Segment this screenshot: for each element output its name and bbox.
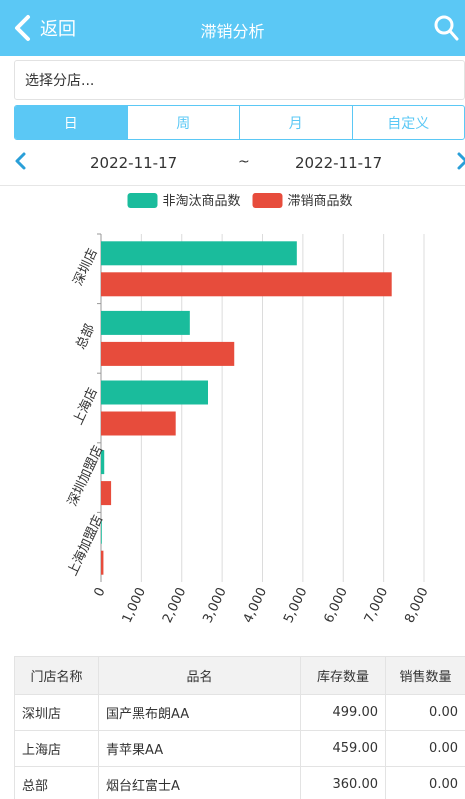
x-tick-label: 3,000 <box>200 585 229 625</box>
x-tick-label: 8,000 <box>402 585 431 625</box>
table-header-row: 门店名称 品名 库存数量 销售数量 <box>14 656 465 695</box>
table-row[interactable]: 上海店 青苹果AA 459.00 0.00 <box>14 730 465 767</box>
bar <box>101 310 190 335</box>
bar <box>101 450 105 475</box>
bar <box>101 341 235 366</box>
legend-swatch <box>127 193 158 208</box>
cell-store: 总部 <box>14 766 99 799</box>
search-icon[interactable] <box>433 14 459 42</box>
chevron-left-icon[interactable] <box>14 151 28 171</box>
bar <box>101 380 208 405</box>
cell-stock: 459.00 <box>300 730 386 767</box>
tab-custom[interactable]: 自定义 <box>351 106 465 139</box>
chevron-right-icon[interactable] <box>455 151 465 171</box>
bar <box>101 241 297 266</box>
cell-store: 上海店 <box>14 730 99 767</box>
bar <box>101 272 392 297</box>
bar <box>101 550 104 575</box>
x-tick-label: 7,000 <box>362 585 391 625</box>
x-tick-label: 5,000 <box>281 585 310 625</box>
date-separator: ~ <box>238 154 250 170</box>
x-tick-label: 1,000 <box>120 585 149 625</box>
cell-product: 烟台红富士A <box>98 766 301 799</box>
detail-table: 门店名称 品名 库存数量 销售数量 深圳店 国产黑布朗AA 499.00 0.0… <box>14 656 465 799</box>
cell-sales: 0.00 <box>385 694 465 731</box>
app-header: 返回 滞销分析 <box>0 0 465 56</box>
bar <box>101 411 176 436</box>
divider <box>0 185 465 186</box>
category-label: 上海加盟店 <box>65 513 106 578</box>
col-header-product: 品名 <box>98 656 301 695</box>
category-label: 深圳店 <box>71 246 101 288</box>
cell-stock: 360.00 <box>300 766 386 799</box>
store-select-placeholder: 选择分店... <box>25 73 95 89</box>
bar <box>101 481 112 506</box>
tab-day[interactable]: 日 <box>15 106 127 139</box>
legend-label: 非淘汰商品数 <box>163 194 241 209</box>
period-tabs: 日 周 月 自定义 <box>14 105 465 140</box>
col-header-store: 门店名称 <box>14 656 99 695</box>
col-header-stock: 库存数量 <box>300 656 386 695</box>
col-header-sales: 销售数量 <box>385 656 465 695</box>
legend-label: 滞销商品数 <box>288 194 353 209</box>
start-date[interactable]: 2022-11-17 <box>90 154 178 172</box>
tab-month[interactable]: 月 <box>239 106 352 139</box>
x-tick-label: 2,000 <box>160 585 189 625</box>
category-label: 上海店 <box>71 386 101 428</box>
x-tick-label: 0 <box>92 585 109 599</box>
cell-sales: 0.00 <box>385 766 465 799</box>
back-button[interactable]: 返回 <box>12 13 76 43</box>
date-range-row: 2022-11-17 ~ 2022-11-17 <box>0 143 465 183</box>
cell-product: 青苹果AA <box>98 730 301 767</box>
x-tick-label: 6,000 <box>322 585 351 625</box>
cell-sales: 0.00 <box>385 730 465 767</box>
cell-product: 国产黑布朗AA <box>98 694 301 731</box>
category-label: 深圳加盟店 <box>65 443 106 508</box>
x-tick-label: 4,000 <box>241 585 270 625</box>
end-date[interactable]: 2022-11-17 <box>295 154 383 172</box>
category-label: 总部 <box>74 322 99 352</box>
back-label: 返回 <box>40 19 76 40</box>
tab-week[interactable]: 周 <box>126 106 240 139</box>
store-select[interactable]: 选择分店... <box>14 60 465 100</box>
cell-stock: 499.00 <box>300 694 386 731</box>
chevron-left-icon <box>15 15 30 41</box>
page-title: 滞销分析 <box>200 22 265 41</box>
table-row[interactable]: 深圳店 国产黑布朗AA 499.00 0.00 <box>14 694 465 731</box>
cell-store: 深圳店 <box>14 694 99 731</box>
legend-swatch <box>252 193 283 208</box>
bar <box>101 519 102 544</box>
table-row[interactable]: 总部 烟台红富士A 360.00 0.00 <box>14 766 465 799</box>
